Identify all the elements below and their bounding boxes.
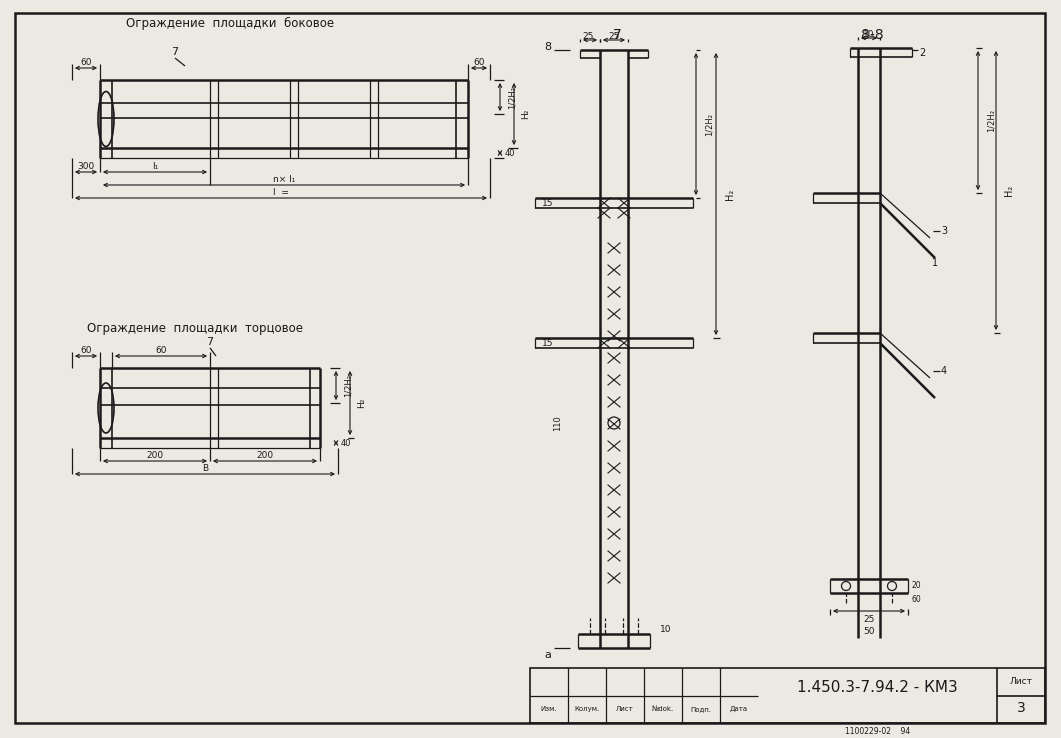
Text: 300: 300: [77, 162, 94, 170]
Text: 60: 60: [81, 58, 91, 66]
Text: 3: 3: [941, 226, 947, 236]
Text: 50: 50: [864, 627, 874, 635]
Text: 2: 2: [919, 48, 925, 58]
Text: 1/2H₂: 1/2H₂: [987, 109, 995, 132]
Text: 40: 40: [505, 148, 516, 157]
Text: 200: 200: [257, 450, 274, 460]
Text: H₂: H₂: [522, 108, 530, 120]
Text: 60: 60: [473, 58, 485, 66]
Text: Ограждение  площадки  боковое: Ограждение площадки боковое: [126, 16, 334, 30]
Text: 25: 25: [608, 32, 620, 41]
Text: H₂: H₂: [725, 188, 735, 199]
Text: Подп.: Подп.: [691, 706, 712, 712]
Text: 10: 10: [660, 626, 672, 635]
Text: №dok.: №dok.: [651, 706, 674, 712]
Text: 25: 25: [582, 32, 594, 41]
Text: 8: 8: [544, 42, 552, 52]
Text: 60: 60: [911, 596, 921, 604]
Text: 200: 200: [146, 450, 163, 460]
Text: Дата: Дата: [730, 706, 748, 712]
Text: H₂: H₂: [358, 398, 366, 408]
Text: 20: 20: [911, 582, 921, 590]
Text: 25: 25: [864, 615, 874, 624]
Text: 7: 7: [207, 337, 213, 347]
Bar: [530, 668, 1045, 723]
Text: 15: 15: [542, 199, 554, 207]
Text: Лист: Лист: [1009, 677, 1032, 686]
Text: 40: 40: [341, 438, 351, 447]
Text: В: В: [202, 463, 208, 472]
Text: n× l₁: n× l₁: [273, 174, 295, 184]
Text: 1.450.3-7.94.2 - КМ3: 1.450.3-7.94.2 - КМ3: [797, 680, 958, 694]
Text: 7: 7: [172, 47, 178, 57]
Text: l₁: l₁: [152, 162, 158, 170]
Text: Ограждение  площадки  торцовое: Ограждение площадки торцовое: [87, 322, 303, 334]
Text: 60: 60: [155, 345, 167, 354]
Text: 1/2H₂: 1/2H₂: [705, 112, 713, 136]
Text: 3: 3: [1016, 700, 1025, 714]
Text: 1/2H₂: 1/2H₂: [507, 86, 517, 108]
Text: 1: 1: [932, 258, 938, 268]
Text: 1100229-02    94: 1100229-02 94: [845, 726, 910, 736]
Text: 10: 10: [864, 30, 874, 38]
Text: 1/2H₂: 1/2H₂: [344, 374, 352, 397]
Text: H₂: H₂: [1004, 185, 1014, 196]
Text: 8-8: 8-8: [860, 28, 884, 42]
Text: a: a: [544, 650, 552, 660]
Text: 4: 4: [941, 366, 947, 376]
Text: Изм.: Изм.: [541, 706, 557, 712]
Text: Лист: Лист: [616, 706, 633, 712]
Text: l  =: l =: [273, 187, 289, 196]
Text: Колум.: Колум.: [574, 706, 599, 712]
Text: 7: 7: [612, 28, 622, 42]
Text: 15: 15: [542, 339, 554, 348]
Text: 60: 60: [81, 345, 91, 354]
Text: 110: 110: [554, 415, 562, 431]
